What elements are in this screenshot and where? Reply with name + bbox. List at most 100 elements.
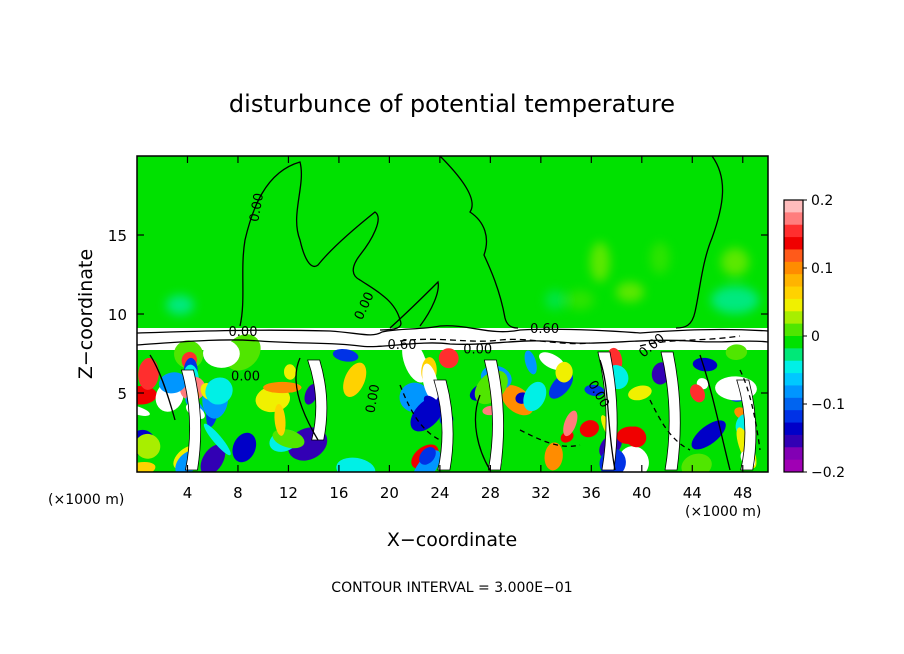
plume	[736, 379, 757, 471]
turbulent-cell	[336, 457, 376, 472]
turbulent-cell	[419, 447, 436, 465]
x-tick-label: 36	[582, 484, 601, 502]
colorbar-swatch	[784, 348, 803, 362]
colorbar-swatch	[784, 224, 803, 238]
contour-label: 0.00	[363, 383, 383, 414]
turbulent-cell	[555, 361, 573, 383]
contour-line	[239, 161, 402, 331]
colorbar-swatch	[784, 323, 803, 337]
x-tick-label: 20	[380, 484, 399, 502]
colorbar-swatch	[784, 200, 803, 213]
turbulent-cell	[159, 372, 187, 394]
turbulent-cell	[692, 357, 718, 372]
turbulent-cell	[137, 461, 156, 472]
colorbar-tick-label: 0	[811, 329, 820, 345]
colorbar-swatch	[784, 373, 803, 386]
colorbar	[784, 200, 803, 473]
x-tick-label: 12	[279, 484, 298, 502]
contour-label: 0.00	[463, 343, 492, 358]
contour-interval-note: CONTOUR INTERVAL = 3.000E−01	[331, 580, 572, 596]
y-axis-label: Z−coordinate	[75, 249, 97, 379]
colorbar-tick-label: −0.2	[811, 465, 845, 481]
turbulent-cell	[725, 344, 748, 361]
y-axis: 5 10 15	[108, 227, 768, 403]
turbulent-cell	[203, 423, 231, 456]
colorbar-swatch	[784, 298, 803, 312]
x-tick-label: 48	[733, 484, 752, 502]
x-unit-right: (×1000 m)	[685, 504, 761, 520]
turbulent-cell	[584, 384, 605, 397]
x-tick-label: 4	[183, 484, 193, 502]
y-tick-label: 10	[108, 306, 127, 324]
turbulent-cell	[283, 364, 297, 380]
y-tick-label: 5	[117, 385, 127, 403]
colorbar-swatch	[784, 459, 803, 473]
colorbar-tick-label: −0.1	[811, 397, 845, 413]
colorbar-swatch	[784, 410, 803, 424]
upper-layer-field	[137, 156, 768, 328]
x-tick-label: 32	[531, 484, 550, 502]
colorbar-swatch	[784, 212, 803, 226]
turbulent-cell	[138, 357, 159, 390]
turbulent-cell	[402, 339, 428, 383]
colorbar-swatch	[784, 286, 803, 300]
plume	[660, 351, 681, 471]
plume	[180, 369, 202, 471]
turbulent-cell	[438, 348, 459, 369]
turbulent-cell	[544, 442, 563, 471]
colorbar-swatch	[784, 249, 803, 263]
x-tick-label: 16	[329, 484, 348, 502]
turbulent-cell	[343, 362, 367, 397]
turbulent-cell	[232, 432, 257, 463]
turbulent-cell	[691, 420, 726, 450]
x-axis-label: X−coordinate	[387, 529, 517, 551]
plume	[307, 359, 328, 441]
turbulent-cell	[200, 444, 226, 472]
x-tick-label: 40	[632, 484, 651, 502]
colorbar-swatch	[784, 336, 803, 349]
contour-line	[675, 156, 724, 329]
contour-label: 0.60	[530, 322, 559, 337]
x-tick-label: 24	[430, 484, 449, 502]
turbulent-cell	[274, 403, 286, 436]
turbulent-cell	[523, 381, 547, 412]
contour-label: 0.00	[231, 369, 260, 384]
y-tick-label: 15	[108, 227, 127, 245]
colorbar-swatch	[784, 274, 803, 288]
colorbar-swatch	[784, 311, 803, 325]
contour-label: 0.60	[388, 338, 417, 353]
colorbar-ticks: 0.2 0.1 0 −0.1 −0.2	[803, 193, 845, 481]
turbulent-cell	[332, 348, 359, 362]
contour-line	[439, 156, 519, 329]
colorbar-swatch	[784, 447, 803, 461]
chart-title: disturbunce of potential temperature	[229, 90, 675, 118]
x-tick-label: 44	[683, 484, 702, 502]
plume	[483, 359, 504, 471]
x-tick-label: 8	[233, 484, 243, 502]
turbulent-cell	[205, 377, 233, 405]
turbulent-cell	[423, 395, 443, 415]
turbulent-cell	[263, 381, 302, 394]
turbulent-cell	[137, 433, 161, 459]
contour-line	[399, 369, 761, 451]
turbulent-cell	[628, 385, 652, 401]
colorbar-swatch	[784, 261, 803, 275]
colorbar-swatch	[784, 237, 803, 250]
contour-label: 0.00	[247, 192, 267, 223]
colorbar-swatch	[784, 360, 803, 374]
turbulent-cell	[203, 339, 240, 368]
contour-line	[389, 280, 439, 329]
colorbar-swatch	[784, 422, 803, 436]
turbulent-cell	[579, 420, 600, 438]
contour-line	[399, 335, 741, 347]
upper-layer-perturbations	[166, 242, 759, 315]
turbulent-cell	[422, 363, 439, 401]
plume	[433, 379, 454, 471]
plot-area: 0.000.000.600.60 0.000.000.00 0.000.000.00	[137, 156, 768, 472]
contour-line	[149, 354, 731, 471]
x-tick-label: 28	[481, 484, 500, 502]
x-axis: 4 8 12 16 20 24 28 32 36 40 44 48	[183, 156, 752, 502]
colorbar-swatch	[784, 385, 803, 399]
contour-line	[137, 325, 768, 336]
